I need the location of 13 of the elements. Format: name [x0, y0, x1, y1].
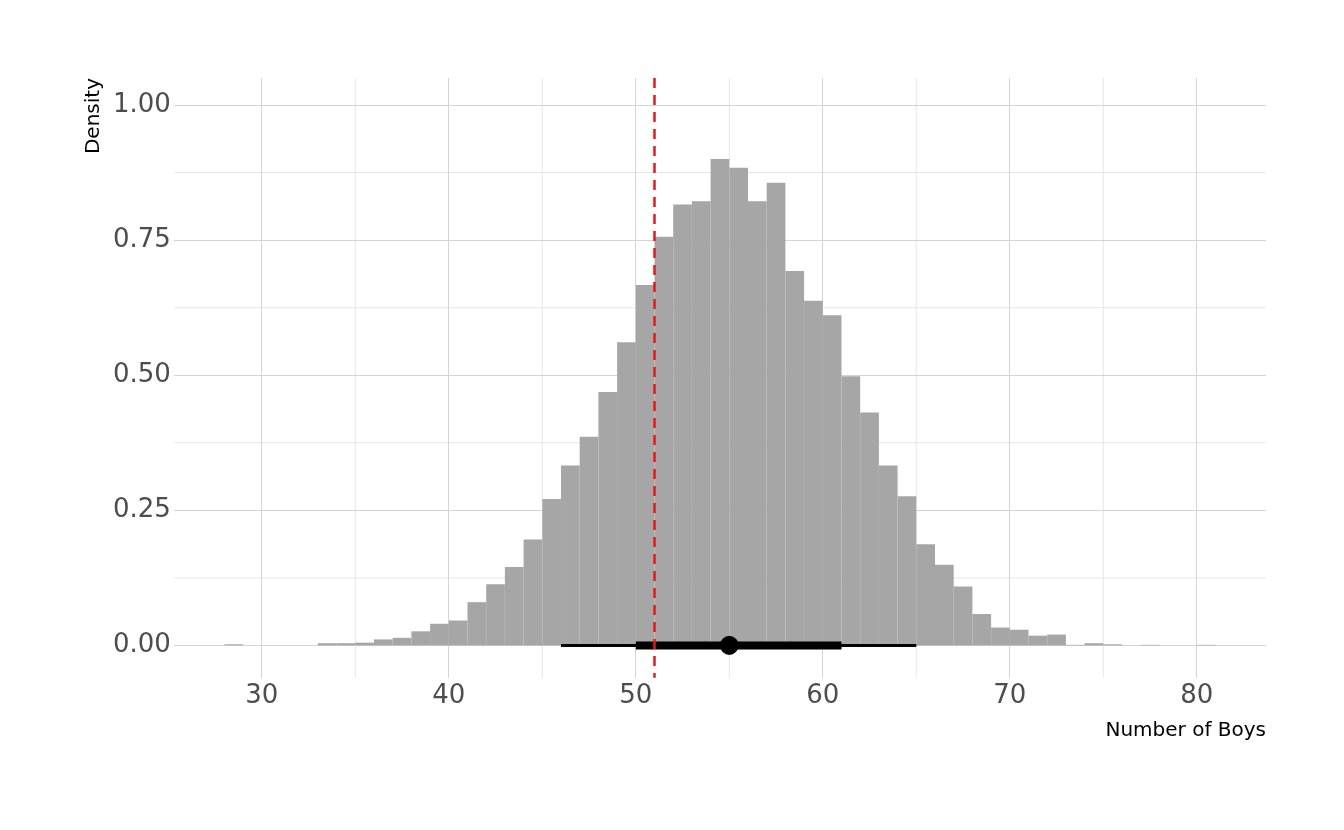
x-tick-label: 40 — [432, 679, 466, 710]
x-axis-title: Number of Boys — [1105, 717, 1266, 742]
y-tick-label: 0.50 — [113, 357, 171, 388]
y-axis-title: Density — [80, 77, 105, 155]
x-tick-label: 60 — [806, 679, 840, 710]
x-tick-label: 50 — [619, 679, 653, 710]
y-tick-label: 0.25 — [113, 493, 171, 524]
x-tick-label: 70 — [993, 679, 1027, 710]
y-tick-label: 0.75 — [113, 222, 171, 253]
x-tick-label: 80 — [1180, 679, 1214, 710]
y-tick-label: 0.00 — [113, 628, 171, 659]
y-tick-label: 1.00 — [113, 87, 171, 118]
x-tick-label: 30 — [245, 679, 279, 710]
